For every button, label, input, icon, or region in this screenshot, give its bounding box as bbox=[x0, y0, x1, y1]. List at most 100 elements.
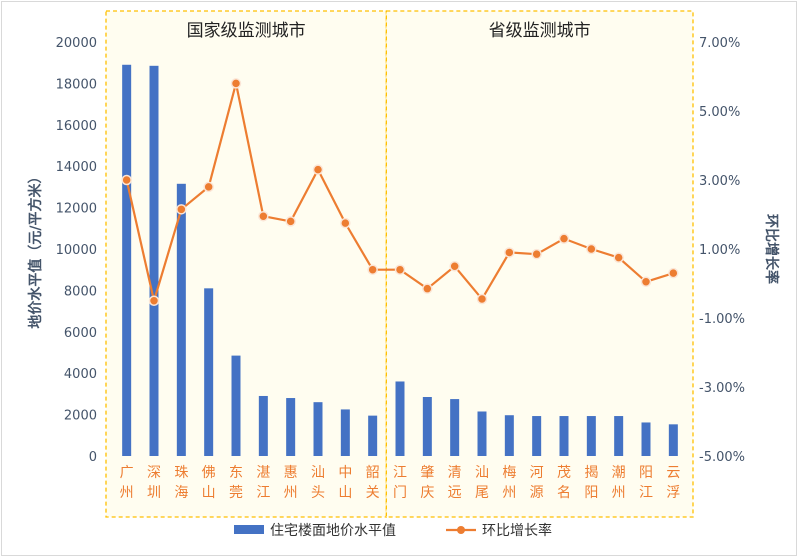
point-梅州 bbox=[504, 247, 515, 258]
y-left-axis-title: 地价水平值（元/平方米） bbox=[27, 169, 44, 328]
bar-潮州 bbox=[614, 416, 624, 456]
bar-云浮 bbox=[668, 424, 678, 456]
y-left-tick-6000: 6000 bbox=[64, 326, 97, 341]
x-tick-揭阳-0: 揭 bbox=[584, 465, 598, 481]
point-佛山 bbox=[203, 181, 214, 193]
y-right-tick-6: 7.00% bbox=[699, 36, 740, 51]
bar-汕头 bbox=[313, 402, 323, 456]
x-tick-汕头-0: 汕 bbox=[311, 465, 325, 481]
bar-阳江 bbox=[641, 422, 651, 456]
bar-珠海 bbox=[176, 183, 186, 457]
y-right-tick-2: -1.00% bbox=[699, 312, 745, 327]
x-tick-珠海-1: 海 bbox=[174, 485, 188, 501]
point-肇庆 bbox=[422, 283, 433, 294]
bar-中山 bbox=[340, 409, 350, 456]
group-label-1: 国家级监测城市 bbox=[187, 21, 306, 41]
x-tick-珠海-0: 珠 bbox=[174, 465, 188, 481]
y-left-tick-2000: 2000 bbox=[64, 409, 97, 424]
x-tick-揭阳-1: 阳 bbox=[584, 485, 598, 501]
x-tick-中山-1: 山 bbox=[338, 485, 352, 501]
y-right-tick-1: -3.00% bbox=[699, 381, 745, 396]
bar-惠州 bbox=[286, 398, 296, 456]
x-tick-韶关-1: 关 bbox=[366, 485, 380, 501]
legend-bar-swatch bbox=[234, 525, 264, 534]
y-left-tick-10000: 10000 bbox=[56, 243, 97, 258]
x-tick-河源-1: 源 bbox=[530, 485, 544, 501]
bar-茂名 bbox=[559, 416, 569, 456]
x-tick-梅州-0: 梅 bbox=[502, 465, 516, 481]
point-河源 bbox=[531, 248, 542, 260]
bar-汕尾 bbox=[477, 411, 487, 456]
x-tick-清远-1: 远 bbox=[448, 485, 462, 501]
x-tick-茂名-1: 名 bbox=[557, 485, 571, 501]
bar-河源 bbox=[532, 416, 542, 456]
x-tick-肇庆-0: 肇 bbox=[420, 465, 434, 481]
point-韶关 bbox=[367, 264, 378, 275]
bar-广州 bbox=[122, 64, 132, 457]
x-tick-潮州-1: 州 bbox=[612, 485, 626, 501]
y-right-axis-title: 环比增长率 bbox=[763, 214, 780, 284]
group-label-2: 省级监测城市 bbox=[489, 21, 591, 41]
x-tick-清远-0: 清 bbox=[448, 465, 462, 481]
x-tick-深圳-1: 圳 bbox=[147, 485, 161, 501]
y-right-tick-4: 3.00% bbox=[699, 174, 740, 189]
bar-揭阳 bbox=[586, 416, 596, 456]
point-汕头 bbox=[312, 164, 324, 175]
point-惠州 bbox=[285, 216, 296, 227]
bar-东莞 bbox=[231, 355, 241, 456]
point-清远 bbox=[449, 261, 460, 272]
y-left-tick-8000: 8000 bbox=[64, 284, 97, 299]
y-left-tick-20000: 20000 bbox=[56, 36, 97, 51]
x-tick-东莞-0: 东 bbox=[229, 465, 243, 481]
x-tick-佛山-0: 佛 bbox=[202, 465, 216, 481]
x-tick-广州-1: 州 bbox=[120, 485, 134, 501]
x-tick-阳江-0: 阳 bbox=[639, 465, 653, 481]
x-tick-佛山-1: 山 bbox=[202, 485, 216, 501]
x-tick-云浮-1: 浮 bbox=[666, 485, 680, 501]
x-tick-中山-0: 中 bbox=[338, 465, 352, 481]
bar-肇庆 bbox=[422, 397, 432, 456]
y-right-tick-3: 1.00% bbox=[699, 243, 740, 258]
x-tick-湛江-0: 湛 bbox=[256, 465, 270, 481]
x-tick-梅州-1: 州 bbox=[502, 485, 516, 501]
point-东莞 bbox=[230, 78, 242, 89]
x-tick-潮州-0: 潮 bbox=[612, 465, 626, 481]
x-tick-肇庆-1: 庆 bbox=[420, 485, 434, 501]
bar-江门 bbox=[395, 381, 405, 456]
y-left-tick-4000: 4000 bbox=[64, 367, 97, 382]
x-tick-云浮-0: 云 bbox=[666, 465, 680, 481]
bar-韶关 bbox=[368, 415, 378, 456]
x-tick-江门-0: 江 bbox=[393, 465, 407, 481]
point-阳江 bbox=[640, 276, 652, 288]
bar-梅州 bbox=[504, 415, 514, 456]
point-广州 bbox=[121, 174, 132, 186]
x-tick-汕尾-0: 汕 bbox=[475, 465, 489, 481]
x-tick-江门-1: 门 bbox=[393, 485, 407, 501]
y-left-tick-12000: 12000 bbox=[56, 202, 97, 217]
point-茂名 bbox=[558, 233, 570, 244]
x-tick-汕尾-1: 尾 bbox=[475, 485, 489, 501]
point-潮州 bbox=[613, 252, 624, 263]
x-tick-河源-0: 河 bbox=[530, 465, 544, 481]
y-left-tick-14000: 14000 bbox=[56, 160, 97, 175]
bar-佛山 bbox=[204, 288, 214, 456]
legend-line-marker bbox=[457, 526, 465, 534]
point-珠海 bbox=[176, 204, 187, 215]
point-深圳 bbox=[148, 295, 160, 306]
x-tick-惠州-0: 惠 bbox=[284, 465, 298, 481]
x-tick-广州-0: 广 bbox=[120, 465, 134, 481]
y-right-tick-0: -5.00% bbox=[699, 450, 745, 465]
point-湛江 bbox=[258, 210, 269, 222]
legend-line-label: 环比增长率 bbox=[482, 522, 552, 539]
x-tick-韶关-0: 韶 bbox=[366, 465, 380, 481]
y-left-tick-18000: 18000 bbox=[56, 77, 97, 92]
y-left-tick-16000: 16000 bbox=[56, 119, 97, 134]
x-tick-惠州-1: 州 bbox=[284, 485, 298, 501]
point-揭阳 bbox=[586, 243, 597, 255]
point-江门 bbox=[394, 264, 406, 275]
x-tick-东莞-1: 莞 bbox=[229, 485, 243, 501]
bar-深圳 bbox=[149, 65, 159, 457]
bar-清远 bbox=[450, 399, 460, 456]
x-tick-湛江-1: 江 bbox=[256, 485, 270, 501]
